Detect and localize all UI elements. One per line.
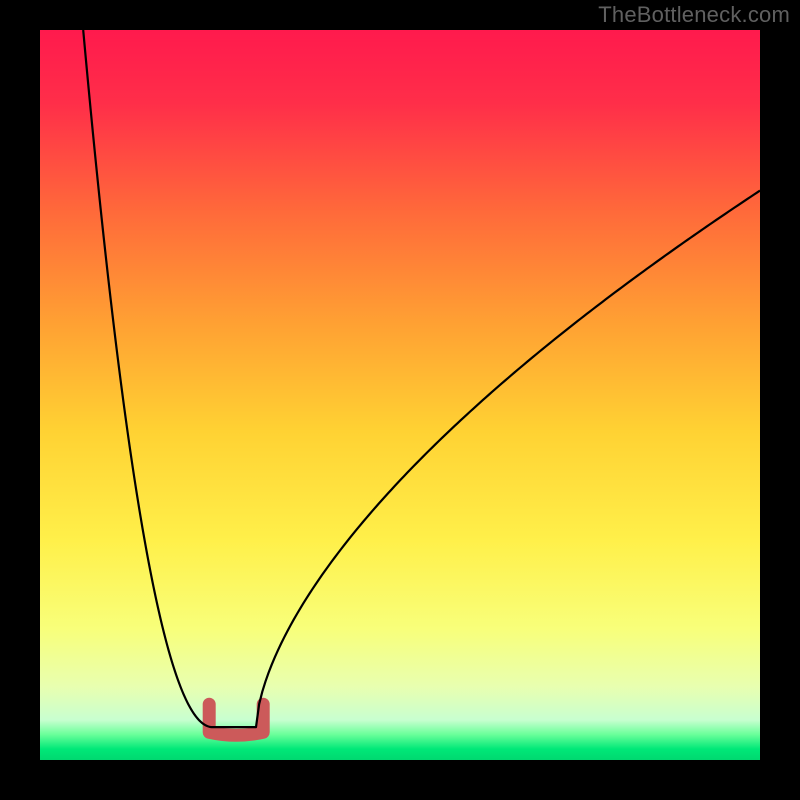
chart-stage: TheBottleneck.com [0,0,800,800]
plot-gradient-background [40,30,760,760]
watermark-text: TheBottleneck.com [598,2,790,28]
